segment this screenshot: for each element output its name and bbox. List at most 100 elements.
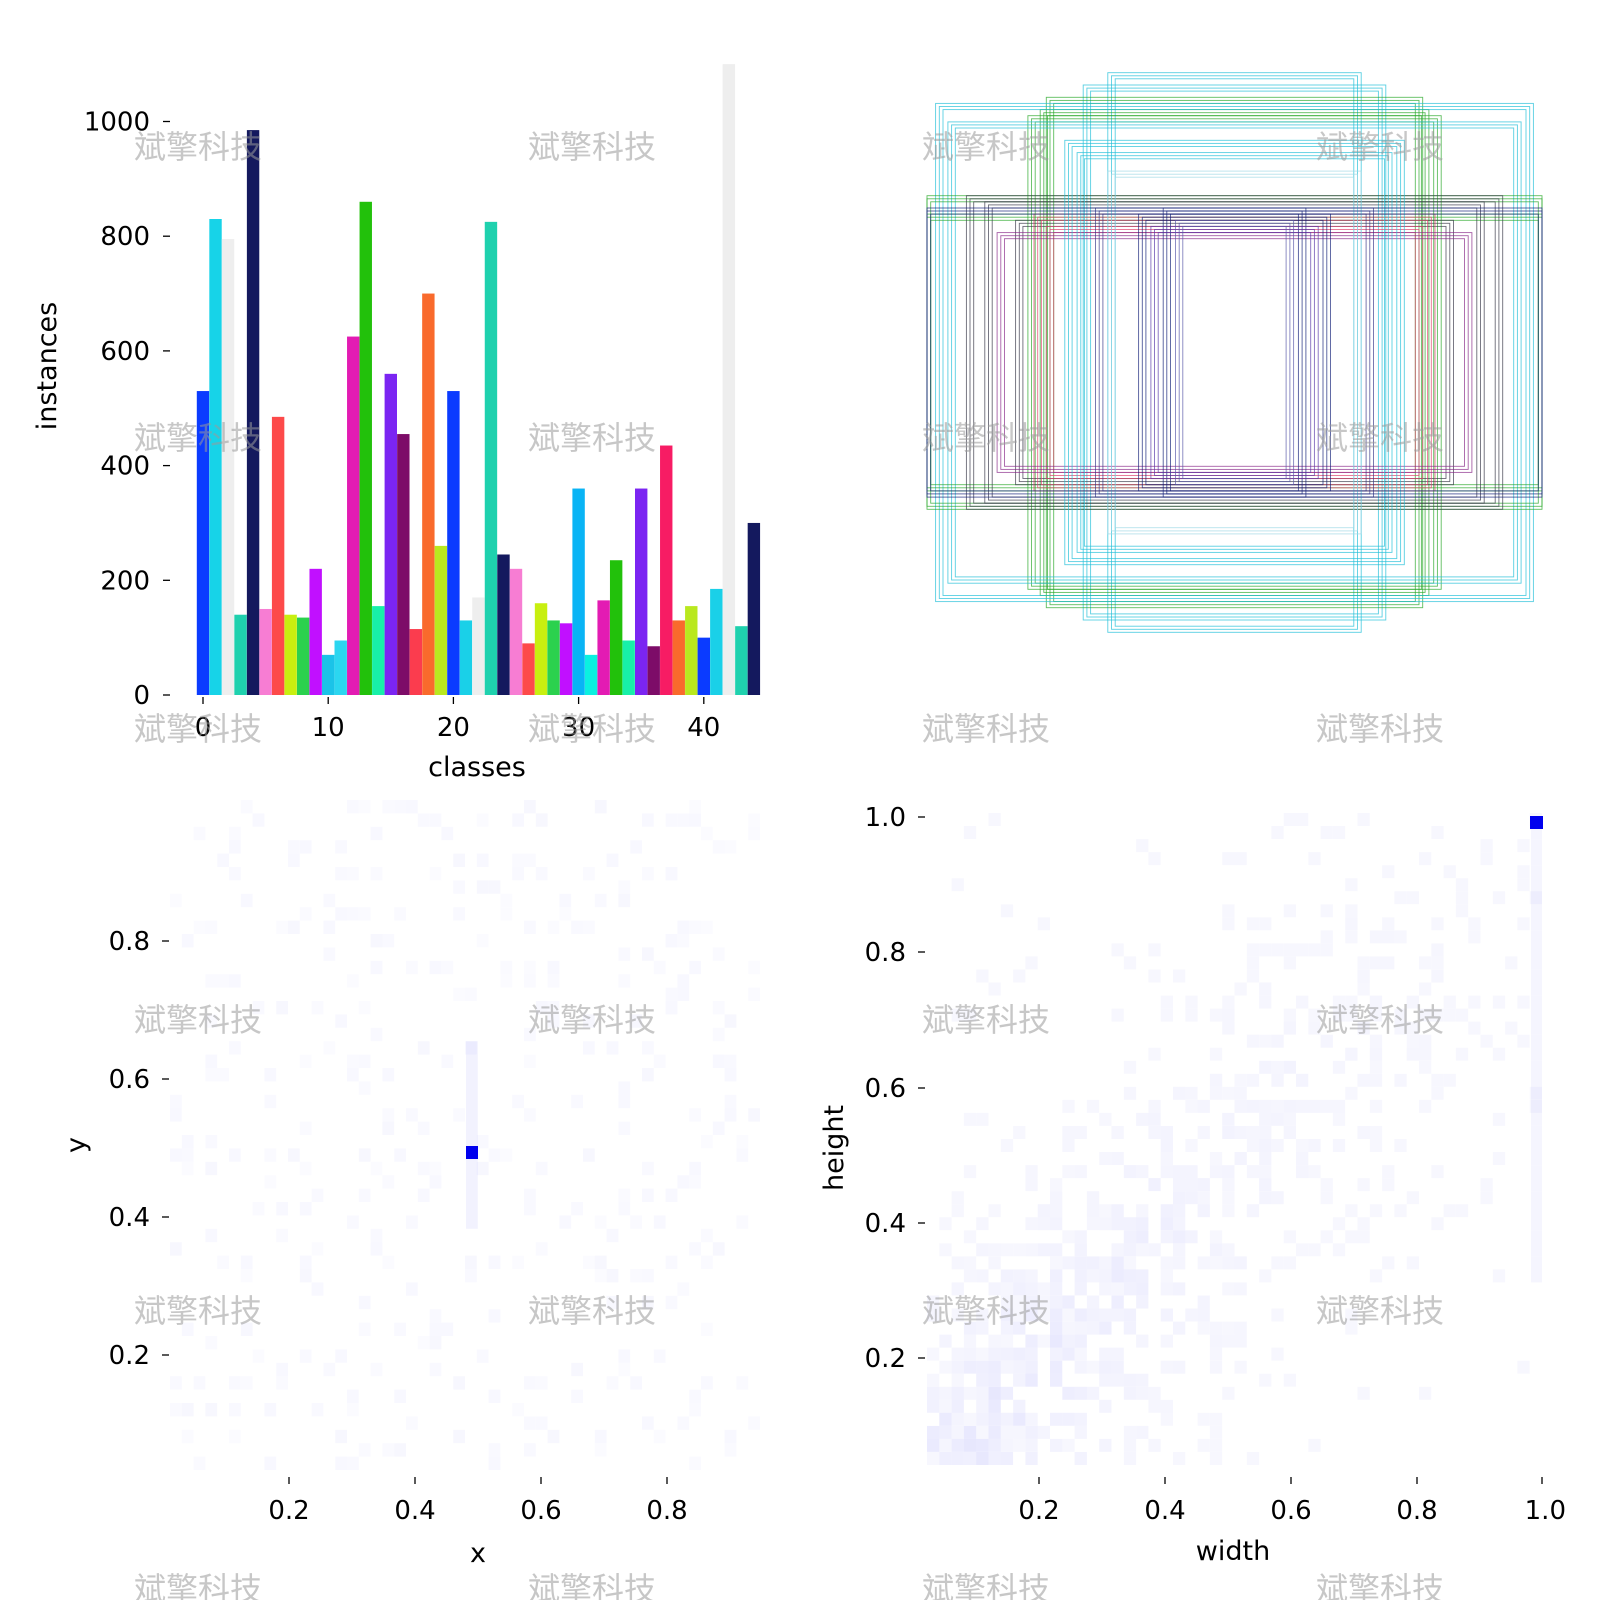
heat-cell <box>500 1148 512 1161</box>
heat-cell <box>1185 1191 1198 1205</box>
heat-cell <box>264 1175 276 1188</box>
heat-cell <box>1247 1452 1259 1465</box>
heat-cell <box>524 921 536 934</box>
heat-cell <box>951 1399 964 1413</box>
watermark-text: 斌擎科技 <box>1316 1001 1444 1039</box>
heat-cell <box>1247 1035 1259 1048</box>
heat-cell <box>382 1443 394 1456</box>
heat-cell <box>642 867 654 880</box>
heat-cell <box>371 1162 383 1175</box>
y-tick-label: 1.0 <box>865 803 906 833</box>
heat-cell <box>1407 891 1419 904</box>
heat-cell <box>359 1296 371 1309</box>
heat-cell <box>347 1055 359 1068</box>
heat-cell <box>524 854 536 867</box>
heat-cell <box>1531 1217 1542 1231</box>
bar-class-24 <box>497 554 510 695</box>
heat-cell <box>1062 1256 1075 1270</box>
bar-class-20 <box>447 391 460 695</box>
heat-cell <box>1394 1074 1406 1087</box>
heat-cell <box>1259 1374 1271 1387</box>
heat-cell <box>1419 1048 1431 1061</box>
heat-cell <box>1136 1165 1148 1178</box>
heat-cell <box>288 840 300 853</box>
box-outline <box>1083 158 1385 547</box>
heat-cell <box>701 1376 713 1389</box>
heat-cell <box>1038 917 1050 930</box>
heat-cell <box>952 1204 964 1217</box>
heat-cell <box>1357 1021 1370 1035</box>
heat-cell <box>607 1041 619 1054</box>
heat-cell <box>300 1269 312 1282</box>
heat-cell <box>1531 1243 1542 1257</box>
heat-cell <box>1345 1204 1357 1217</box>
heat-cell <box>359 800 371 813</box>
heat-cell <box>1209 1243 1223 1257</box>
heat-cell <box>182 1403 194 1416</box>
heat-cell <box>276 921 288 934</box>
heat-cell <box>489 1148 501 1161</box>
heat-cell <box>1531 865 1542 879</box>
heat-cell <box>1062 1139 1074 1152</box>
heat-cell <box>677 921 689 934</box>
heat-cell <box>347 867 359 880</box>
heat-cell <box>1037 1204 1050 1218</box>
bar-class-3 <box>234 614 247 695</box>
heat-cell <box>359 1081 371 1094</box>
heat-cell <box>229 1041 241 1054</box>
heat-cell <box>1247 1074 1259 1087</box>
heat-cell <box>1025 1282 1038 1296</box>
heat-cell <box>1296 1073 1309 1087</box>
heat-cell <box>1173 970 1185 983</box>
heat-cell <box>1456 904 1468 917</box>
heat-cell <box>1531 1230 1542 1244</box>
heat-cell <box>524 1055 536 1068</box>
heat-cell <box>1173 1191 1186 1205</box>
heat-cell <box>477 934 489 947</box>
heat-cell <box>453 1108 465 1121</box>
heat-cell <box>1148 943 1160 956</box>
heat-cell <box>1235 852 1247 865</box>
bar-class-41 <box>710 588 723 695</box>
heat-cell <box>618 1189 630 1202</box>
heat-cell <box>1062 1322 1074 1335</box>
heat-cell <box>1025 1412 1038 1426</box>
heat-cell <box>1382 1165 1394 1178</box>
heat-cell <box>524 1416 536 1429</box>
heat-cell <box>1185 1009 1197 1022</box>
heat-cell <box>1161 1361 1173 1374</box>
heat-cell <box>713 1242 725 1255</box>
heat-cell <box>241 1376 253 1389</box>
box-outline <box>1049 99 1420 606</box>
heat-cell <box>466 1068 478 1082</box>
heat-cell <box>1531 1099 1542 1113</box>
heat-cell <box>677 1282 689 1295</box>
heat-cell <box>618 974 630 987</box>
heat-cell <box>382 1108 394 1121</box>
heat-cell <box>489 1457 501 1470</box>
heat-cell <box>736 1148 748 1161</box>
heat-cell <box>194 1457 206 1470</box>
heat-cell <box>477 1162 489 1175</box>
box-outline <box>1027 115 1442 590</box>
box-outline <box>1182 225 1287 479</box>
heat-cell <box>466 1215 478 1229</box>
heat-cell <box>689 1175 701 1188</box>
heat-cell <box>1222 1204 1234 1217</box>
heat-cell <box>1013 1399 1026 1413</box>
heat-cell <box>642 813 654 826</box>
heat-cell <box>713 1122 725 1135</box>
heat-cell <box>418 1336 430 1349</box>
heat-cell <box>595 894 607 907</box>
heat-cell <box>1074 1282 1087 1296</box>
heat-cell <box>1222 852 1234 865</box>
watermark-text: 斌擎科技 <box>922 419 1050 457</box>
heat-cell <box>939 1425 952 1439</box>
heat-cell <box>666 867 678 880</box>
heat-cell <box>725 1108 737 1121</box>
x-axis-label: classes <box>428 752 526 783</box>
heat-cell <box>1185 1165 1198 1179</box>
heat-cell <box>559 1215 571 1228</box>
heat-cell <box>1161 1400 1173 1413</box>
